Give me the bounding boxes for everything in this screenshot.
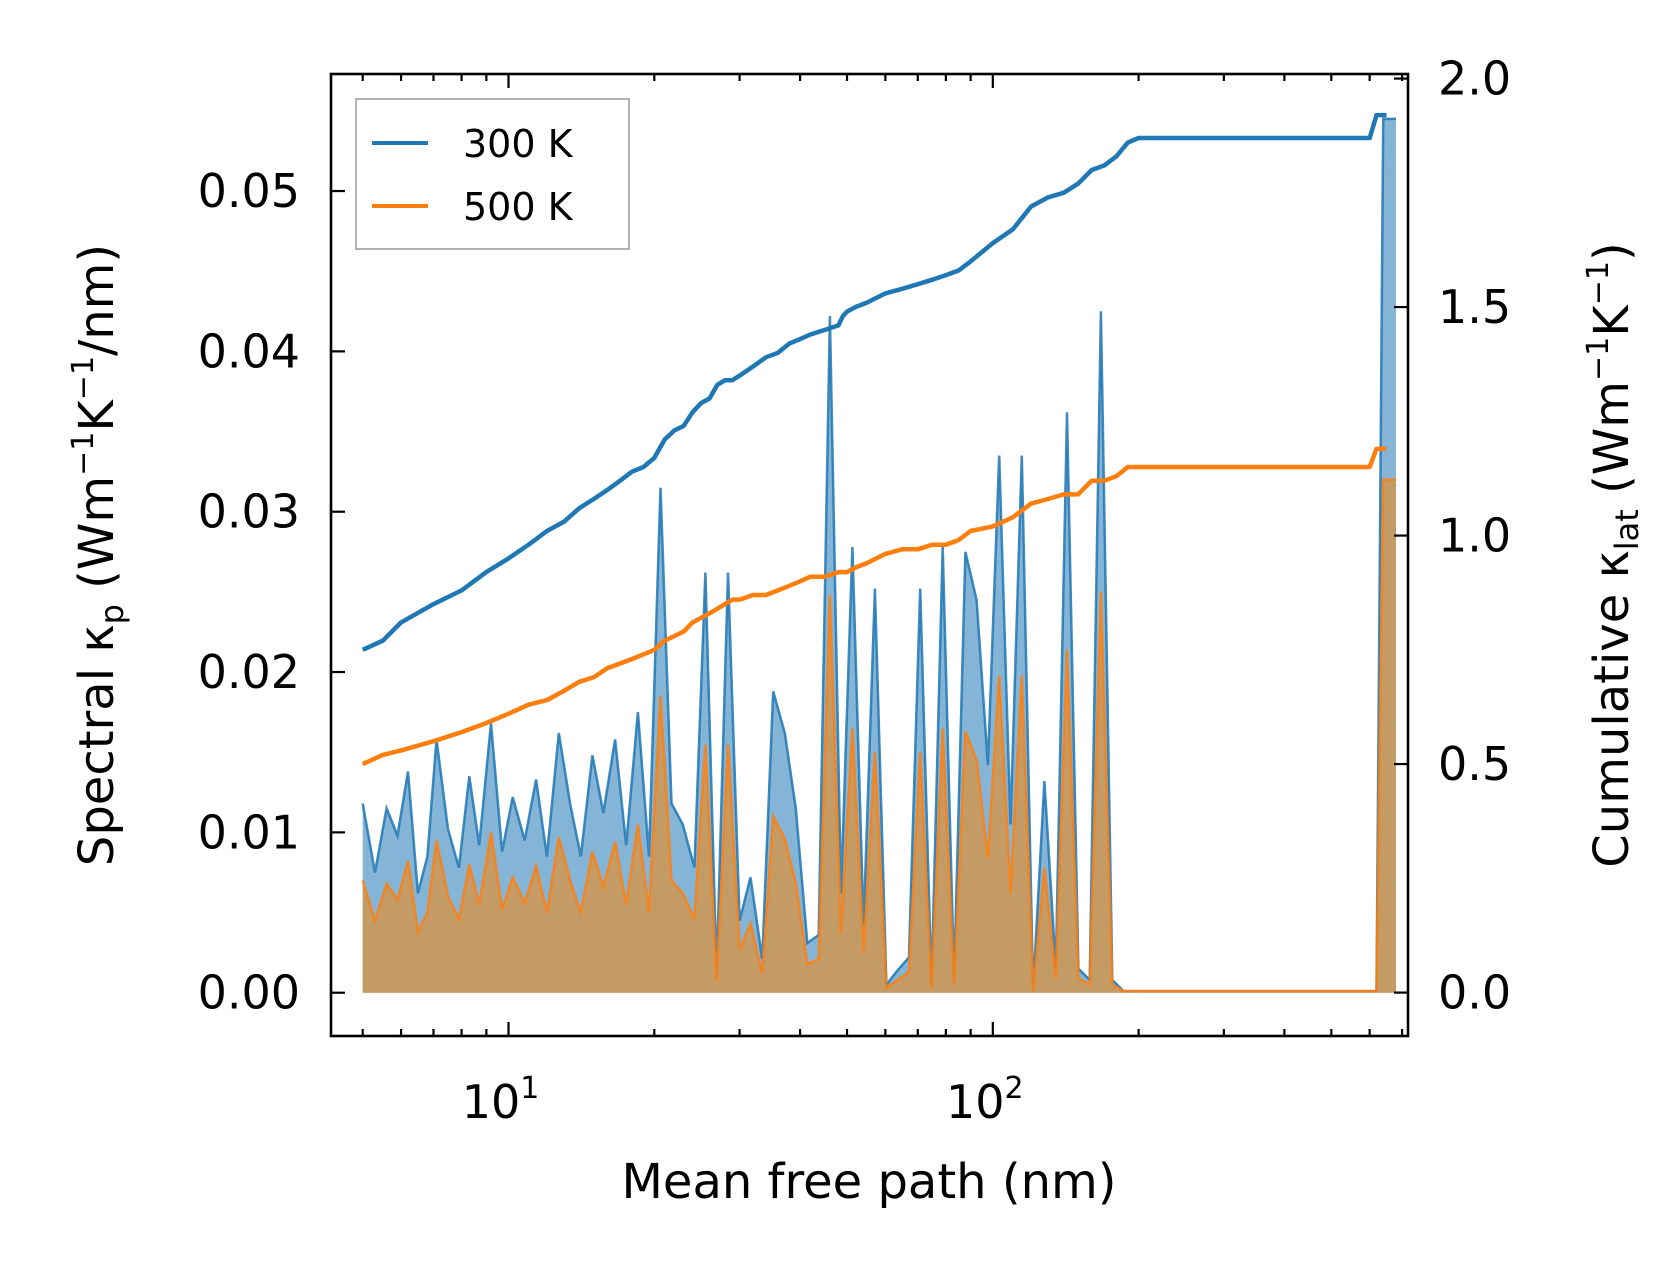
cumulative-line-300k xyxy=(361,112,1387,652)
right-y-tick-label: 1.0 xyxy=(1438,509,1511,563)
left-y-tick-label: 0.04 xyxy=(198,324,300,378)
right-y-tick-label: 2.0 xyxy=(1438,52,1511,106)
left-y-tick-label: 0.00 xyxy=(198,966,300,1020)
x-tick-labels: 101 102 xyxy=(462,1071,1024,1129)
left-y-tick-label: 0.01 xyxy=(198,805,300,859)
legend-box xyxy=(355,98,630,250)
axes-frame xyxy=(329,72,1410,1038)
spectral-series-layer xyxy=(361,117,1397,993)
left-y-tick-label: 0.02 xyxy=(198,645,300,699)
right-y-tick-labels: 0.0 0.5 1.0 1.5 2.0 xyxy=(1438,52,1511,1020)
cumulative-line-500k xyxy=(361,446,1387,767)
right-y-axis-title: Cumulative κlat (Wm−1K−1) xyxy=(1581,242,1646,867)
x-axis-title: Mean free path (nm) xyxy=(622,1154,1117,1210)
legend: 300 K 500 K xyxy=(355,98,630,250)
left-y-tick-label: 0.03 xyxy=(198,485,300,539)
spectral-line-500k xyxy=(361,478,1396,993)
x-tick-label: 102 xyxy=(946,1071,1024,1129)
left-y-tick-labels: 0.00 0.01 0.02 0.03 0.04 0.05 xyxy=(198,164,300,1020)
left-y-axis-title: Spectral κp (Wm−1K−1/nm) xyxy=(66,244,131,866)
spectral-line-300k xyxy=(361,117,1396,993)
right-y-tick-label: 1.5 xyxy=(1438,280,1511,334)
legend-label-300k: 300 K xyxy=(463,122,574,166)
ticks-layer xyxy=(331,74,1408,1036)
x-tick-label: 101 xyxy=(462,1071,540,1129)
left-y-tick-label: 0.05 xyxy=(198,164,300,218)
right-y-tick-label: 0.5 xyxy=(1438,737,1511,791)
cumulative-series-layer xyxy=(361,112,1387,767)
legend-label-500k: 500 K xyxy=(463,185,574,229)
spectral-area-500k xyxy=(362,479,1397,993)
right-y-tick-label: 0.0 xyxy=(1438,966,1511,1020)
